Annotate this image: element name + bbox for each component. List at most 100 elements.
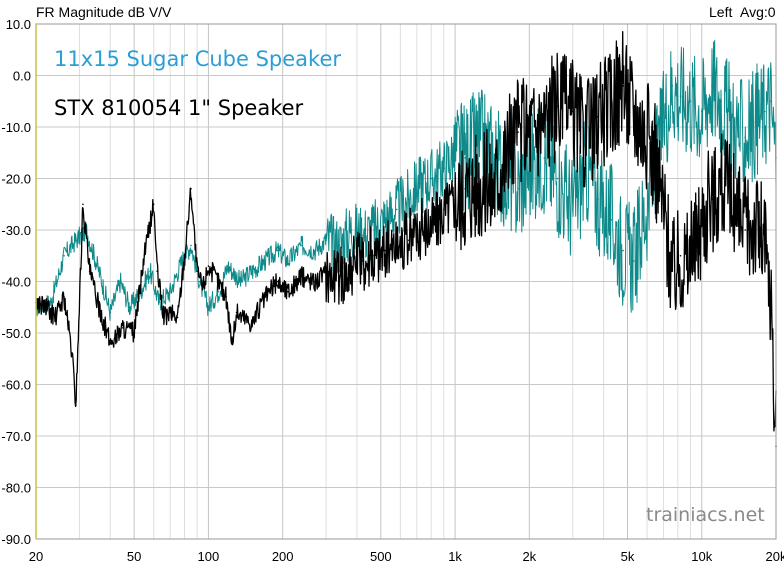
data-point: [301, 275, 303, 278]
data-point: [325, 239, 327, 242]
data-point: [217, 291, 220, 293]
x-tick-label: 100: [198, 549, 220, 564]
data-point: [671, 270, 674, 273]
data-point: [133, 332, 135, 334]
data-point: [225, 296, 227, 298]
data-point: [464, 157, 467, 159]
data-point: [528, 126, 531, 128]
axes: 10.0 0.0 -10.0 -20.0 -30.0 -40.0 -50.0 -60.0 -70…: [1, 17, 784, 564]
data-point: [700, 218, 703, 221]
data-point: [373, 229, 375, 231]
data-point: [251, 270, 253, 273]
data-point: [314, 280, 316, 283]
data-point: [597, 198, 599, 200]
y-tick-label: -80.0: [1, 481, 31, 496]
data-point: [373, 254, 375, 257]
data-point: [183, 254, 186, 257]
data-point: [763, 110, 766, 113]
data-point: [231, 342, 234, 345]
data-point: [711, 198, 713, 200]
data-point: [395, 208, 398, 211]
data-point: [88, 270, 91, 273]
data-point: [679, 254, 682, 257]
data-point: [744, 136, 746, 139]
data-point: [543, 157, 546, 159]
data-point: [122, 327, 124, 329]
data-point: [571, 110, 574, 113]
data-point: [700, 110, 703, 113]
y-tick-label: -20.0: [1, 172, 31, 187]
data-point: [176, 316, 179, 319]
data-point: [63, 296, 65, 298]
data-point: [610, 100, 613, 103]
data-point: [156, 270, 159, 273]
y-tick-label: 10.0: [6, 17, 31, 32]
chart-title: FR Magnitude dB V/V: [36, 4, 172, 20]
data-point: [744, 229, 746, 231]
data-point: [504, 151, 507, 154]
data-point: [45, 306, 48, 309]
channel-label: Left: [709, 4, 732, 20]
series-layer: [35, 30, 777, 448]
data-point: [190, 244, 192, 247]
data-point: [180, 260, 183, 262]
data-point: [128, 306, 131, 309]
x-tick-label: 10k: [691, 549, 712, 564]
data-point: [395, 244, 398, 247]
data-point: [196, 270, 198, 273]
data-point: [207, 306, 210, 309]
y-tick-label: -50.0: [1, 326, 31, 341]
x-tick-label: 20: [29, 549, 43, 564]
data-point: [63, 254, 65, 257]
x-tick-label: 50: [127, 549, 141, 564]
data-point: [662, 121, 665, 123]
data-point: [632, 260, 635, 262]
data-point: [622, 85, 624, 87]
data-point: [571, 208, 574, 211]
data-point: [720, 177, 723, 180]
data-point: [671, 85, 674, 87]
data-point: [287, 291, 289, 293]
y-tick-label: -30.0: [1, 223, 31, 238]
y-tick-label: 0.0: [13, 69, 31, 84]
data-point: [152, 203, 155, 206]
data-point: [54, 316, 57, 319]
data-point: [350, 229, 353, 231]
data-point: [430, 177, 432, 180]
data-point: [419, 182, 421, 185]
data-point: [689, 100, 692, 103]
data-point: [430, 224, 432, 226]
x-tick-label: 2k: [522, 549, 536, 564]
data-point: [287, 260, 289, 262]
data-point: [490, 188, 492, 190]
data-point: [454, 198, 456, 200]
y-tick-label: -60.0: [1, 378, 31, 393]
data-point: [239, 280, 242, 283]
data-point: [754, 218, 757, 221]
data-point: [82, 203, 84, 206]
data-point: [217, 280, 220, 283]
data-point: [642, 126, 645, 128]
data-point: [75, 239, 77, 242]
data-point: [769, 306, 772, 309]
legend-series-stx: STX 810054 1" Speaker: [54, 96, 304, 120]
data-point: [235, 311, 238, 314]
data-point: [490, 151, 492, 154]
data-point: [585, 136, 587, 139]
data-point: [517, 188, 519, 190]
y-tick-label: -90.0: [1, 532, 31, 547]
data-point: [408, 239, 410, 242]
data-point: [243, 316, 246, 319]
data-point: [75, 404, 77, 406]
x-tick-label: 500: [370, 549, 392, 564]
data-point: [169, 311, 172, 314]
data-point: [301, 244, 303, 247]
data-point: [662, 203, 665, 206]
data-point: [338, 244, 341, 247]
x-tick-label: 200: [272, 549, 294, 564]
data-point: [754, 121, 757, 123]
data-point: [361, 260, 363, 262]
data-point: [202, 285, 204, 288]
avg-label: Avg:0: [740, 4, 776, 20]
data-point: [158, 301, 160, 303]
